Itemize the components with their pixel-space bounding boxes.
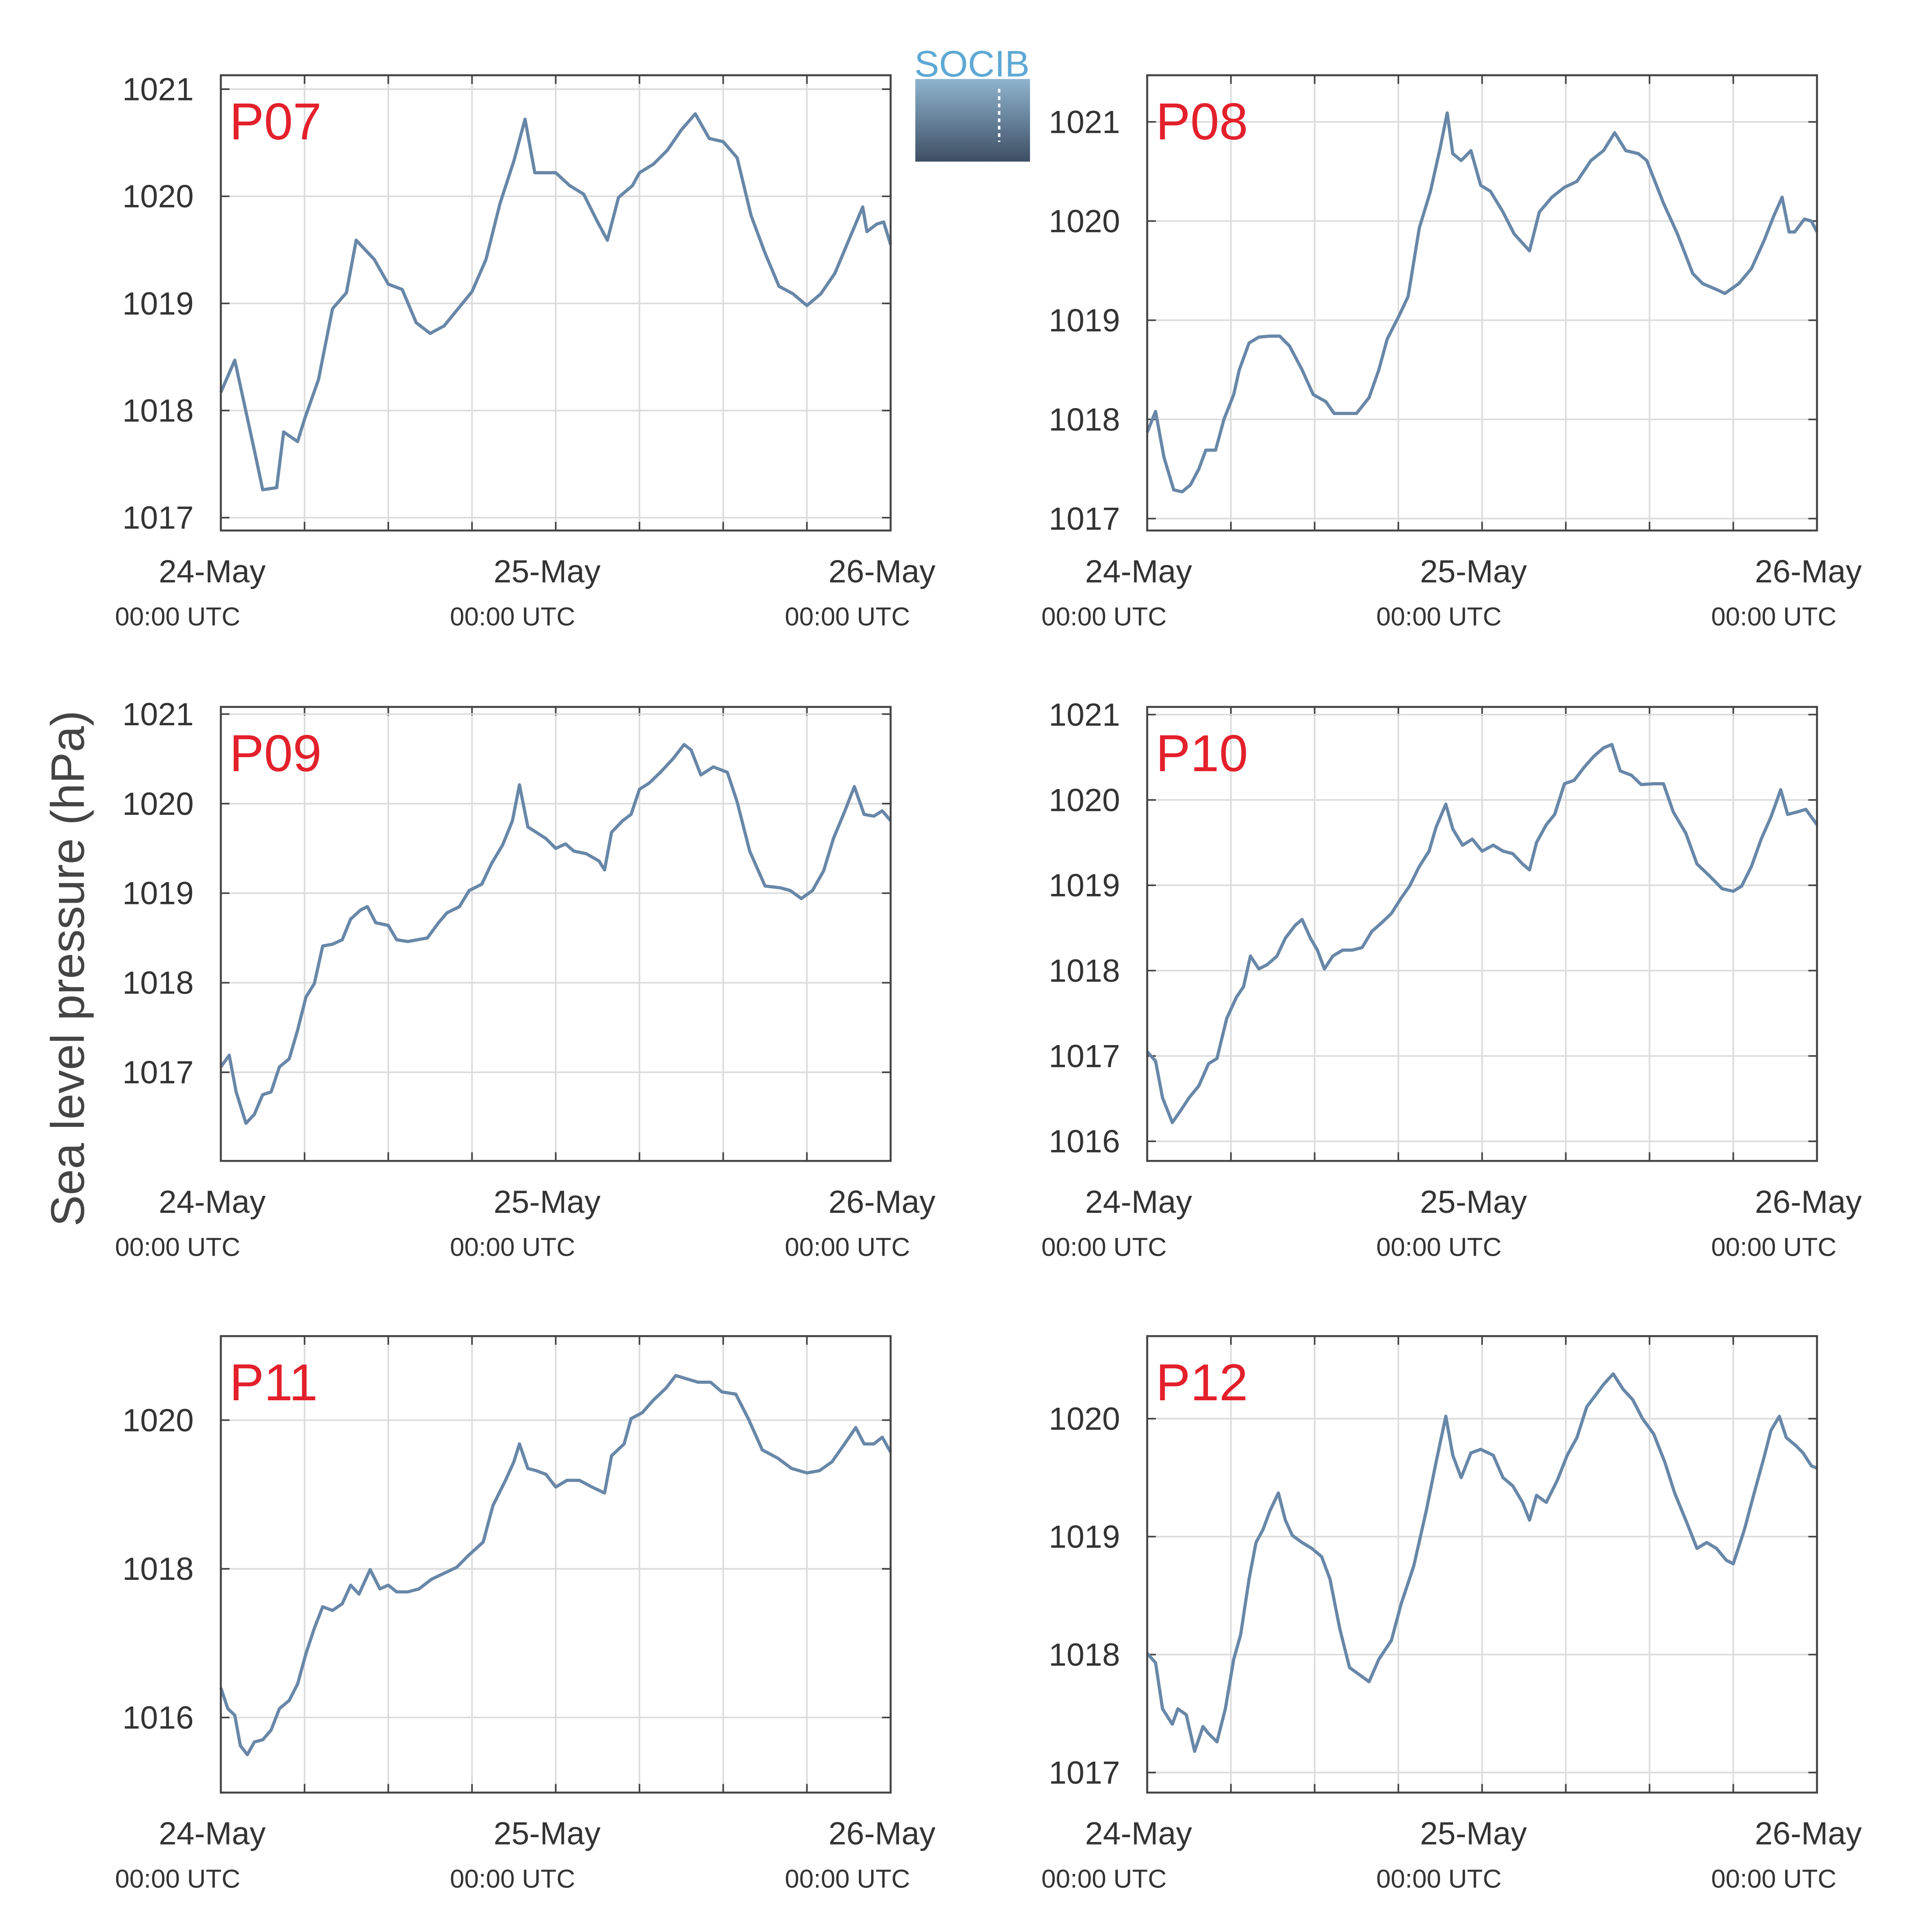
x-tick-sublabel: 00:00 UTC [1376, 602, 1502, 631]
x-tick-label: 24-May [159, 1816, 266, 1852]
panel: 24-May 00:00 UTC 25-May 00:00 UTC 26-May 00:0… [115, 72, 935, 631]
y-tick-label: 1021 [122, 696, 194, 732]
y-tick-label: 1018 [122, 1551, 194, 1587]
y-tick-label: 1019 [122, 876, 194, 911]
x-tick-sublabel: 00:00 UTC [1041, 1233, 1167, 1262]
x-tick-label: 26-May [829, 554, 936, 589]
panel-title: P10 [1156, 725, 1248, 782]
y-tick-label: 1020 [1049, 1401, 1120, 1437]
data-line [219, 112, 892, 492]
plot-frame [1146, 74, 1818, 532]
logo-block [915, 79, 1030, 162]
x-tick-label: 26-May [1755, 1184, 1862, 1220]
panel-title: P11 [229, 1354, 318, 1412]
x-tick-label: 25-May [1420, 1816, 1527, 1852]
panel-title: P07 [229, 93, 322, 151]
panel-title: P12 [1156, 1354, 1248, 1412]
x-tick-sublabel: 00:00 UTC [450, 1864, 575, 1893]
y-tick-label: 1017 [1049, 1755, 1120, 1790]
x-tick-label: 26-May [829, 1184, 936, 1220]
x-tick-sublabel: 00:00 UTC [1041, 1864, 1167, 1893]
y-tick-label: 1016 [122, 1700, 194, 1735]
x-tick-label: 24-May [159, 554, 266, 589]
y-tick-label: 1018 [1049, 402, 1120, 437]
y-tick-label: 1020 [1049, 203, 1120, 239]
y-tick-label: 1020 [1049, 782, 1120, 818]
x-tick-label: 25-May [494, 554, 601, 589]
logo: SOCIB [914, 43, 1030, 162]
data-line [1146, 743, 1819, 1124]
data-line [1146, 1372, 1818, 1753]
y-tick-label: 1017 [1049, 501, 1120, 537]
x-tick-label: 25-May [1420, 554, 1527, 589]
x-tick-sublabel: 00:00 UTC [1376, 1864, 1502, 1893]
y-tick-label: 1020 [122, 1402, 194, 1438]
logo-text: SOCIB [914, 43, 1030, 84]
data-line [219, 1374, 892, 1756]
y-tick-label: 1019 [1049, 302, 1120, 338]
x-tick-label: 25-May [494, 1816, 601, 1852]
panel: 24-May 00:00 UTC 25-May 00:00 UTC 26-May 00:0… [115, 696, 935, 1262]
y-tick-label: 1019 [1049, 1519, 1120, 1555]
x-tick-label: 25-May [1420, 1184, 1527, 1220]
y-tick-label: 1018 [1049, 953, 1120, 989]
x-tick-sublabel: 00:00 UTC [785, 1864, 910, 1893]
x-tick-label: 24-May [159, 1184, 266, 1220]
x-tick-sublabel: 00:00 UTC [1041, 602, 1167, 631]
plot-frame [220, 1335, 892, 1794]
x-tick-label: 26-May [829, 1816, 936, 1852]
x-tick-sublabel: 00:00 UTC [450, 1233, 575, 1262]
x-tick-label: 24-May [1085, 1184, 1192, 1220]
x-tick-sublabel: 00:00 UTC [115, 602, 240, 631]
panel-title: P09 [229, 725, 322, 782]
y-tick-label: 1020 [122, 786, 194, 822]
x-tick-sublabel: 00:00 UTC [115, 1864, 240, 1893]
panel: 24-May 00:00 UTC 25-May 00:00 UTC 26-May 00:0… [1041, 74, 1862, 631]
x-tick-sublabel: 00:00 UTC [1376, 1233, 1502, 1262]
x-tick-sublabel: 00:00 UTC [785, 1233, 910, 1262]
y-tick-label: 1021 [122, 72, 194, 107]
panel-title: P08 [1156, 93, 1248, 151]
y-tick-label: 1018 [122, 393, 194, 429]
plot-frame [220, 74, 892, 532]
x-tick-label: 26-May [1755, 554, 1862, 589]
y-tick-label: 1018 [1049, 1637, 1120, 1672]
plot-frame [1146, 706, 1818, 1162]
y-axis-label: Sea level pressure (hPa) [41, 710, 94, 1226]
y-tick-label: 1018 [122, 965, 194, 1001]
y-tick-label: 1017 [122, 500, 194, 536]
y-tick-label: 1021 [1049, 697, 1120, 733]
data-line [1145, 111, 1819, 494]
x-tick-label: 26-May [1755, 1816, 1862, 1852]
panel: 24-May 00:00 UTC 25-May 00:00 UTC 26-May 00:0… [115, 1335, 936, 1893]
x-tick-sublabel: 00:00 UTC [450, 602, 575, 631]
panel: 24-May 00:00 UTC 25-May 00:00 UTC 26-May 00:0… [1041, 1335, 1862, 1893]
x-tick-label: 24-May [1085, 554, 1192, 589]
x-tick-sublabel: 00:00 UTC [1711, 1233, 1836, 1262]
x-tick-label: 24-May [1085, 1816, 1192, 1852]
x-tick-sublabel: 00:00 UTC [1711, 1864, 1836, 1893]
x-tick-sublabel: 00:00 UTC [785, 602, 910, 631]
y-tick-label: 1017 [1049, 1038, 1120, 1074]
panel: 24-May 00:00 UTC 25-May 00:00 UTC 26-May 00:0… [1041, 697, 1862, 1262]
x-tick-label: 25-May [494, 1184, 601, 1220]
y-tick-label: 1020 [122, 179, 194, 215]
y-tick-label: 1017 [122, 1055, 194, 1091]
data-line [219, 743, 892, 1125]
y-tick-label: 1019 [122, 286, 194, 322]
y-tick-label: 1019 [1049, 868, 1120, 904]
x-tick-sublabel: 00:00 UTC [115, 1233, 240, 1262]
plot-frame [220, 706, 892, 1162]
y-tick-label: 1021 [1049, 104, 1120, 140]
plot-frame [1146, 1335, 1818, 1794]
y-tick-label: 1016 [1049, 1124, 1120, 1160]
x-tick-sublabel: 00:00 UTC [1711, 602, 1836, 631]
